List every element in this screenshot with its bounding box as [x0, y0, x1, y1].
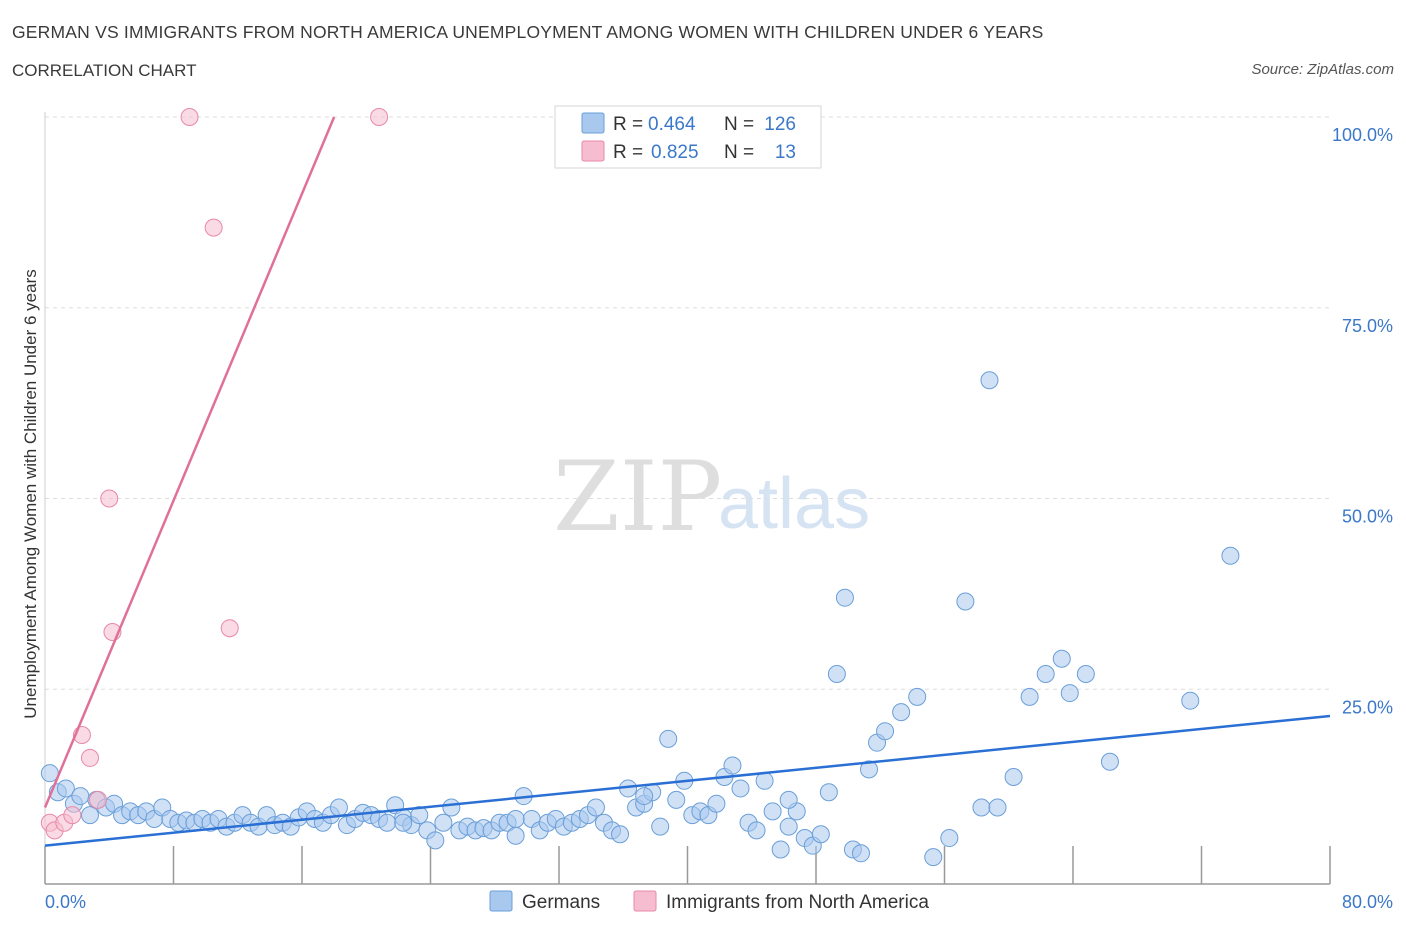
legend-r-label: R =: [613, 142, 643, 163]
germans-point: [56, 779, 75, 798]
germans-point: [860, 760, 879, 779]
series-legend: Germans Immigrants from North America: [489, 890, 929, 913]
germans-point: [1100, 752, 1119, 771]
immigrants-trend-line: [43, 116, 336, 808]
germans-point: [635, 787, 654, 806]
germans-point: [779, 790, 798, 809]
legend-r-value: 0.464: [648, 114, 696, 135]
germans-point: [851, 844, 870, 863]
immigrants-point: [370, 108, 389, 126]
germans-point: [329, 798, 348, 817]
y-tick-label: 50.0%: [1342, 507, 1393, 527]
germans-point: [723, 756, 742, 775]
y-tick-label: 75.0%: [1342, 316, 1393, 336]
legend-n-label: N =: [724, 142, 754, 163]
watermark-zip: ZIP: [553, 441, 722, 553]
correlation-legend: R = 0.464 N = 126 R = 0.825 N = 13: [554, 105, 822, 169]
germans-point: [1060, 684, 1079, 703]
legend-swatch-germans: [489, 890, 513, 912]
legend-germans-label: Germans: [522, 892, 600, 913]
germans-point: [908, 687, 927, 706]
germans-point: [1076, 664, 1095, 683]
germans-point: [811, 825, 830, 844]
x-tick-label-max: 80.0%: [1342, 892, 1393, 912]
chart-subtitle: CORRELATION CHART: [12, 61, 197, 80]
germans-point: [1036, 664, 1055, 683]
source-credit: Source: ZipAtlas.com: [1251, 61, 1394, 78]
germans-point: [667, 790, 686, 809]
immigrants-point: [180, 108, 199, 126]
immigrants-points: [40, 108, 389, 840]
germans-trend-line: [44, 714, 1331, 847]
legend-immigrants-label: Immigrants from North America: [666, 892, 929, 913]
germans-point: [779, 817, 798, 836]
watermark-atlas: atlas: [718, 464, 870, 544]
germans-point: [434, 813, 453, 832]
germans-point: [651, 817, 670, 836]
legend-n-label: N =: [724, 114, 754, 135]
germans-point: [827, 664, 846, 683]
legend-r-label: R =: [613, 114, 643, 135]
germans-point: [940, 829, 959, 848]
germans-point: [988, 798, 1007, 817]
immigrants-point: [63, 806, 82, 825]
y-tick-label: 25.0%: [1342, 697, 1393, 717]
legend-swatch-germans: [581, 112, 605, 134]
germans-point: [924, 848, 943, 867]
germans-point: [506, 826, 525, 845]
x-axis-ticks: [44, 846, 1331, 884]
legend-n-value: 126: [764, 114, 796, 135]
watermark: ZIP atlas: [553, 441, 870, 553]
legend-n-value: 13: [775, 142, 796, 163]
germans-point: [659, 729, 678, 748]
legend-r-value: 0.825: [651, 142, 699, 163]
germans-point: [1181, 691, 1200, 710]
grid-lines: [45, 116, 1330, 690]
immigrants-point: [204, 218, 223, 237]
germans-point: [611, 825, 630, 844]
y-axis-label: Unemployment Among Women with Children U…: [21, 269, 40, 718]
germans-point: [1052, 649, 1071, 668]
germans-point: [763, 802, 782, 821]
germans-point: [378, 813, 397, 832]
germans-point: [771, 840, 790, 859]
germans-point: [506, 809, 525, 828]
legend-swatch-immigrants: [581, 140, 605, 162]
immigrants-point: [220, 619, 239, 638]
germans-point: [1004, 767, 1023, 786]
immigrants-point: [89, 790, 108, 809]
germans-point: [972, 798, 991, 817]
germans-point: [731, 779, 750, 798]
germans-point: [71, 787, 90, 806]
germans-point: [426, 831, 445, 850]
germans-point: [586, 798, 605, 817]
legend-swatch-immigrants: [633, 890, 657, 912]
germans-point: [835, 588, 854, 607]
germans-point: [442, 798, 461, 817]
germans-point: [1020, 687, 1039, 706]
germans-point: [956, 592, 975, 611]
y-tick-label: 100.0%: [1332, 125, 1393, 145]
immigrants-point: [80, 748, 99, 767]
germans-point: [80, 806, 99, 825]
immigrants-point: [100, 489, 119, 508]
germans-point: [980, 371, 999, 390]
y-tick-labels: 25.0% 50.0% 75.0% 100.0%: [1332, 125, 1393, 717]
germans-point: [892, 703, 911, 722]
germans-point: [819, 783, 838, 802]
germans-point: [1221, 546, 1240, 565]
germans-point: [707, 794, 726, 813]
germans-point: [876, 722, 895, 741]
chart-title: GERMAN VS IMMIGRANTS FROM NORTH AMERICA …: [12, 22, 1044, 42]
germans-point: [394, 813, 413, 832]
germans-point: [747, 821, 766, 840]
x-tick-label-min: 0.0%: [45, 892, 86, 912]
